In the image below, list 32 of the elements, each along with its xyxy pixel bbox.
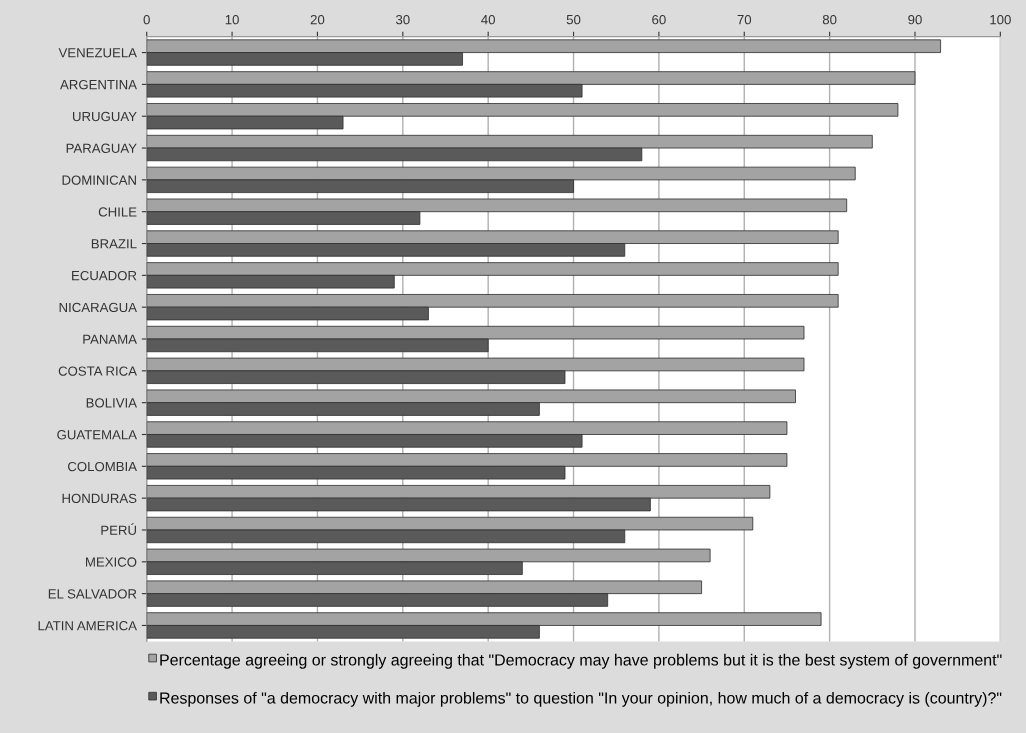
x-tick-label: 60 [652, 14, 666, 25]
y-tick-label: HONDURAS [62, 493, 137, 504]
y-tick-label: BOLIVIA [86, 398, 137, 408]
x-tick-label: 90 [908, 14, 922, 25]
y-tick-label: NICARAGUA [59, 302, 137, 313]
y-tick-label: MEXICO [86, 557, 137, 567]
y-tick-label: PARAGUAY [66, 143, 137, 153]
x-tick-label: 70 [737, 14, 752, 25]
x-tick-label: 100 [990, 14, 1011, 25]
y-tick-label: PANAMA [83, 334, 137, 344]
x-tick-label: 50 [566, 14, 581, 25]
y-tick-label: DOMINICAN [62, 175, 136, 185]
y-tick-label: ARGENTINA [60, 79, 137, 90]
x-tick-label: 20 [310, 14, 325, 25]
y-tick-label: URUGUAY [73, 111, 137, 122]
y-tick-label: LATIN AMERICA [38, 621, 137, 631]
x-tick-label: 80 [822, 14, 837, 25]
x-tick-label: 10 [225, 14, 239, 25]
y-tick-label: EL SALVADOR [48, 589, 137, 599]
legend-label: Responses of "a democracy with major problems" to question "In your opinion, how much of a democracy is (country)?" [160, 691, 1002, 707]
x-tick-label: 40 [481, 14, 495, 25]
x-tick-label: 30 [395, 14, 410, 25]
x-tick-label: 0 [143, 14, 150, 25]
y-tick-label: VENEZUELA [58, 48, 137, 58]
legend-label: Percentage agreeing or strongly agreeing that "Democracy may have problems but it is the best system of government" [160, 653, 1002, 669]
y-tick-label: COLOMBIA [68, 461, 137, 472]
y-tick-label: ECUADOR [72, 270, 137, 281]
y-tick-label: BRAZIL [91, 239, 137, 249]
y-tick-label: COSTA RICA [58, 366, 137, 376]
y-tick-label: CHILE [98, 207, 137, 217]
y-tick-label: PERÚ [101, 523, 136, 535]
y-tick-label: GUATEMALA [57, 430, 137, 440]
